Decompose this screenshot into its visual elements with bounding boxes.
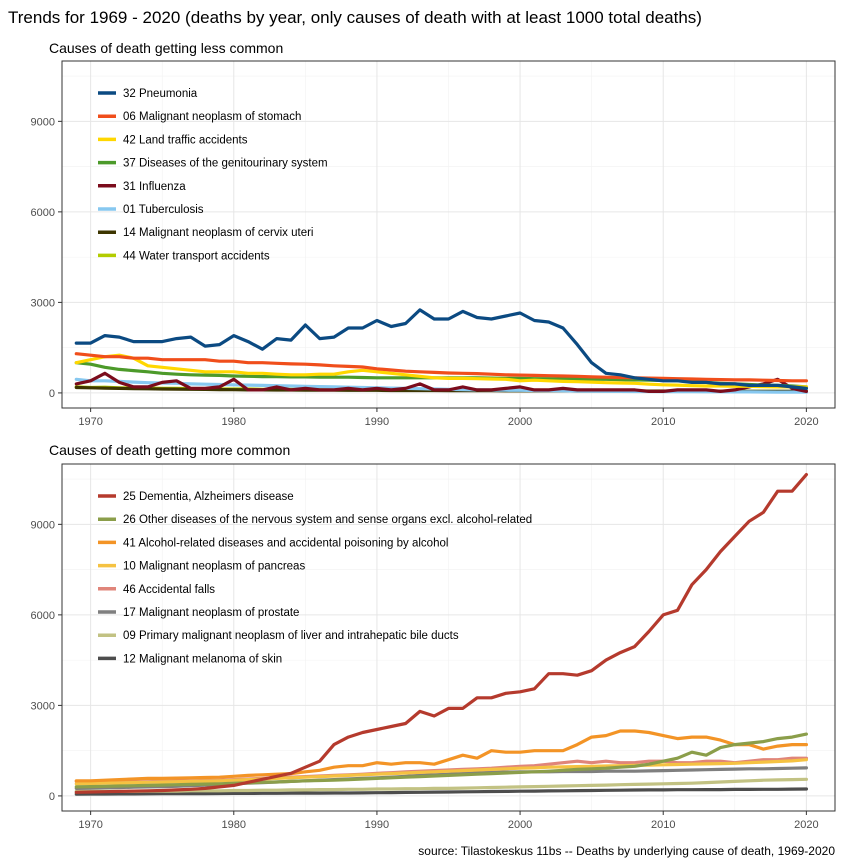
legend-label: 44 Water transport accidents: [123, 250, 270, 262]
series-line: [74, 732, 809, 789]
x-tick-label: 1970: [78, 819, 102, 831]
y-tick-label: 6000: [31, 610, 55, 622]
legend-label: 37 Diseases of the genitourinary system: [123, 158, 328, 170]
x-tick-label: 2020: [794, 819, 818, 831]
series-line: [74, 371, 809, 393]
series-line: [74, 353, 809, 389]
y-tick-label: 9000: [31, 519, 55, 531]
x-tick-label: 2000: [508, 819, 532, 831]
x-tick-label: 2010: [651, 416, 675, 428]
x-tick-label: 1990: [365, 819, 389, 831]
series-line: [74, 787, 809, 796]
panel-less-common: Causes of death getting less common 0 3000…: [31, 40, 836, 428]
legend-label: 32 Pneumonia: [123, 88, 198, 100]
plot-border: [61, 463, 836, 812]
x-tick-label: 2020: [794, 416, 818, 428]
figure-title: Trends for 1969 - 2020 (deaths by year, …: [8, 8, 702, 27]
legend-label: 09 Primary malignant neoplasm of liver a…: [123, 630, 459, 642]
y-tick-label: 3000: [31, 297, 55, 309]
x-tick-label: 2010: [651, 819, 675, 831]
legend-label: 26 Other diseases of the nervous system …: [123, 514, 532, 526]
panel-title: Causes of death getting less common: [49, 40, 283, 56]
legend-label: 46 Accidental falls: [123, 584, 215, 596]
panel-more-common: Causes of death getting more common 0 3000…: [31, 442, 836, 831]
series-line: [74, 308, 809, 390]
series-line: [74, 777, 809, 794]
series-line: [74, 473, 809, 794]
y-tick-label: 9000: [31, 116, 55, 128]
x-tick-label: 1970: [78, 416, 102, 428]
legend-label: 14 Malignant neoplasm of cervix uteri: [123, 227, 314, 239]
panel-title: Causes of death getting more common: [49, 442, 290, 458]
y-tick-label: 0: [49, 791, 55, 803]
x-tick-label: 1990: [365, 416, 389, 428]
legend-label: 06 Malignant neoplasm of stomach: [123, 111, 301, 123]
plot-border: [61, 60, 836, 409]
legend-label: 01 Tuberculosis: [123, 204, 204, 216]
series-line: [74, 758, 809, 786]
y-tick-label: 0: [49, 388, 55, 400]
legend-label: 41 Alcohol-related diseases and accident…: [123, 537, 448, 549]
series-line: [74, 729, 809, 783]
y-tick-label: 3000: [31, 700, 55, 712]
x-tick-label: 1980: [222, 819, 246, 831]
legend-label: 42 Land traffic accidents: [123, 134, 248, 146]
legend-label: 31 Influenza: [123, 181, 186, 193]
x-tick-label: 2000: [508, 416, 532, 428]
legend-label: 25 Dementia, Alzheimers disease: [123, 491, 294, 503]
series-line: [74, 352, 809, 383]
legend-label: 12 Malignant melanoma of skin: [123, 653, 282, 665]
legend-label: 17 Malignant neoplasm of prostate: [123, 607, 299, 619]
source-caption: source: Tilastokeskus 11bs -- Deaths by …: [418, 844, 835, 858]
legend-label: 10 Malignant neoplasm of pancreas: [123, 561, 305, 573]
y-tick-label: 6000: [31, 207, 55, 219]
x-tick-label: 1980: [222, 416, 246, 428]
